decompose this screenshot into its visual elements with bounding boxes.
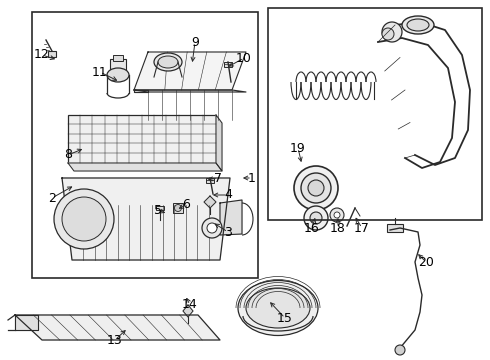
Text: 10: 10 (236, 51, 252, 64)
Circle shape (294, 166, 338, 210)
Text: 18: 18 (330, 221, 346, 234)
Ellipse shape (158, 56, 178, 68)
Polygon shape (134, 90, 246, 92)
Bar (268, 8, 482, 220)
Polygon shape (134, 90, 148, 92)
Bar (206, 178, 214, 183)
Polygon shape (15, 315, 220, 340)
Circle shape (174, 204, 181, 211)
Circle shape (382, 22, 402, 42)
Circle shape (202, 218, 222, 238)
Circle shape (310, 212, 322, 224)
Text: 4: 4 (224, 189, 232, 202)
Circle shape (334, 212, 340, 218)
Text: 7: 7 (214, 171, 222, 184)
Bar (156, 206, 164, 210)
Polygon shape (134, 52, 246, 90)
Circle shape (308, 180, 324, 196)
Bar (173, 203, 183, 213)
Text: 6: 6 (182, 198, 190, 211)
Ellipse shape (238, 280, 318, 336)
Bar (110, 59, 126, 73)
Circle shape (382, 28, 394, 40)
Polygon shape (220, 200, 242, 235)
Text: 13: 13 (107, 333, 123, 346)
Polygon shape (15, 315, 38, 330)
Circle shape (395, 345, 405, 355)
Ellipse shape (402, 16, 434, 34)
Polygon shape (68, 163, 222, 171)
Text: 1: 1 (248, 171, 256, 184)
Text: 3: 3 (224, 225, 232, 238)
Ellipse shape (407, 19, 429, 31)
Ellipse shape (154, 53, 182, 71)
Bar (387, 224, 403, 232)
Bar (32, 12, 258, 278)
Polygon shape (204, 196, 216, 208)
Polygon shape (183, 305, 193, 317)
Ellipse shape (107, 68, 129, 82)
Bar (113, 55, 123, 61)
Circle shape (54, 189, 114, 249)
Text: 19: 19 (290, 141, 306, 154)
Text: 5: 5 (154, 203, 162, 216)
Text: 8: 8 (64, 148, 72, 162)
Circle shape (62, 197, 106, 241)
Text: 17: 17 (354, 221, 370, 234)
Bar (68, 115, 216, 163)
Circle shape (304, 206, 328, 230)
Circle shape (207, 223, 217, 233)
Text: 2: 2 (48, 192, 56, 204)
Polygon shape (216, 115, 222, 171)
Polygon shape (62, 178, 230, 260)
Text: 15: 15 (277, 311, 293, 324)
Text: 14: 14 (182, 298, 198, 311)
Circle shape (330, 208, 344, 222)
Text: 12: 12 (34, 49, 50, 62)
Text: 20: 20 (418, 256, 434, 269)
Text: 11: 11 (92, 66, 108, 78)
Bar (224, 62, 232, 67)
Text: 9: 9 (191, 36, 199, 49)
Bar (48, 51, 56, 57)
Text: 16: 16 (304, 221, 320, 234)
Ellipse shape (246, 288, 310, 328)
Circle shape (301, 173, 331, 203)
